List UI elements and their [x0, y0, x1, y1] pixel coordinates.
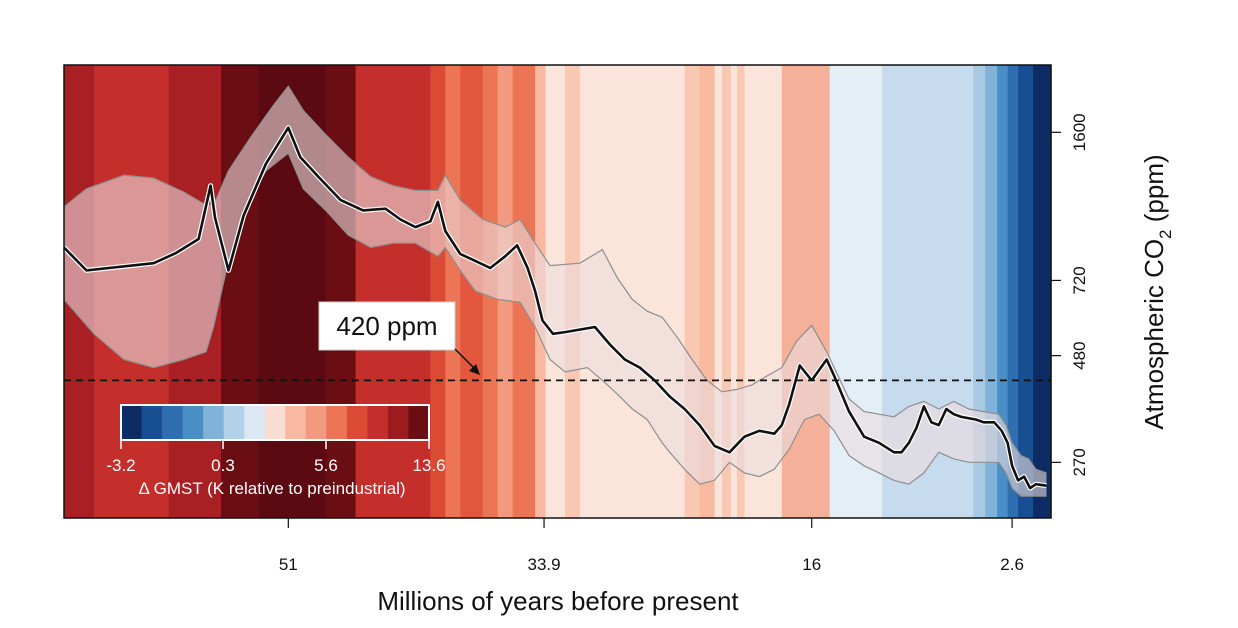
temperature-stripe: [722, 65, 732, 518]
lower-bound-line: [63, 152, 1047, 497]
y-axis-title-main: Atmospheric CO: [1139, 239, 1169, 430]
co2-lines: [62, 125, 1047, 491]
legend-swatch: [244, 405, 266, 440]
x-axis: 51 33.9 16 2.6: [279, 518, 1024, 574]
x-tick-label: 16: [802, 555, 821, 574]
x-tick-label: 33.9: [527, 555, 560, 574]
y-tick-label: 270: [1070, 448, 1089, 476]
legend-swatch: [408, 405, 430, 440]
temperature-stripe: [973, 65, 986, 518]
temperature-stripe: [997, 65, 1009, 518]
plot-frame: [63, 64, 1052, 519]
annotation-arrowhead: [469, 364, 480, 375]
legend-colorbar: [121, 405, 430, 440]
legend-swatch: [367, 405, 389, 440]
reference-annotation: 420 ppm: [318, 301, 480, 375]
legend-swatch: [285, 405, 307, 440]
y-axis-title-unit: (ppm): [1139, 154, 1169, 229]
y-tick-label: 720: [1070, 266, 1089, 294]
y-tick-label: 480: [1070, 341, 1089, 369]
x-tick-label: 2.6: [1000, 555, 1024, 574]
co2-uncertainty-band: [63, 85, 1047, 497]
y-axis-title: Atmospheric CO2 (ppm): [1139, 154, 1175, 429]
legend-swatch: [264, 405, 286, 440]
y-tick-label: 1600: [1070, 113, 1089, 151]
legend: -3.2 0.3 5.6 13.6 Δ GMST (K relative to …: [106, 404, 446, 498]
legend-swatch: [387, 405, 409, 440]
median-line: [63, 126, 1047, 490]
x-axis-title: Millions of years before present: [377, 586, 739, 616]
legend-swatch: [141, 405, 163, 440]
temperature-stripe: [736, 65, 746, 518]
x-tick-label: 51: [279, 555, 298, 574]
temperature-stripe: [325, 65, 357, 518]
legend-swatch: [326, 405, 348, 440]
temperature-stripe: [730, 65, 738, 518]
temperature-stripe: [714, 65, 723, 518]
temperature-stripe: [445, 65, 461, 518]
legend-swatch: [346, 405, 368, 440]
temperature-stripe: [460, 65, 484, 518]
legend-swatch: [203, 405, 225, 440]
annotation-box: [318, 301, 456, 351]
legend-border: [120, 404, 430, 441]
y-axis-title-subscript: 2: [1156, 229, 1175, 238]
upper-bound-line: [63, 85, 1047, 474]
legend-swatch: [121, 405, 143, 440]
temperature-stripe: [985, 65, 998, 518]
legend-tick-label: 0.3: [211, 456, 235, 475]
legend-title: Δ GMST (K relative to preindustrial): [138, 479, 405, 498]
legend-tick-marks: [120, 440, 430, 449]
legend-swatch: [182, 405, 204, 440]
annotation-label: 420 ppm: [336, 311, 437, 341]
temperature-stripe: [1007, 65, 1019, 518]
annotation-arrow-line: [454, 348, 477, 371]
legend-tick-label: 5.6: [314, 456, 338, 475]
legend-tick-label: 13.6: [412, 456, 445, 475]
temperature-stripe: [1033, 65, 1052, 518]
temperature-stripe: [430, 65, 446, 518]
temperature-stripe: [1018, 65, 1034, 518]
y-axis: 1600 720 480 270: [1051, 113, 1089, 477]
legend-swatch: [162, 405, 184, 440]
legend-swatch: [305, 405, 327, 440]
legend-swatch: [223, 405, 245, 440]
uncertainty-band-fill: [64, 86, 1047, 497]
temperature-stripe: [355, 65, 431, 518]
legend-tick-label: -3.2: [106, 456, 135, 475]
